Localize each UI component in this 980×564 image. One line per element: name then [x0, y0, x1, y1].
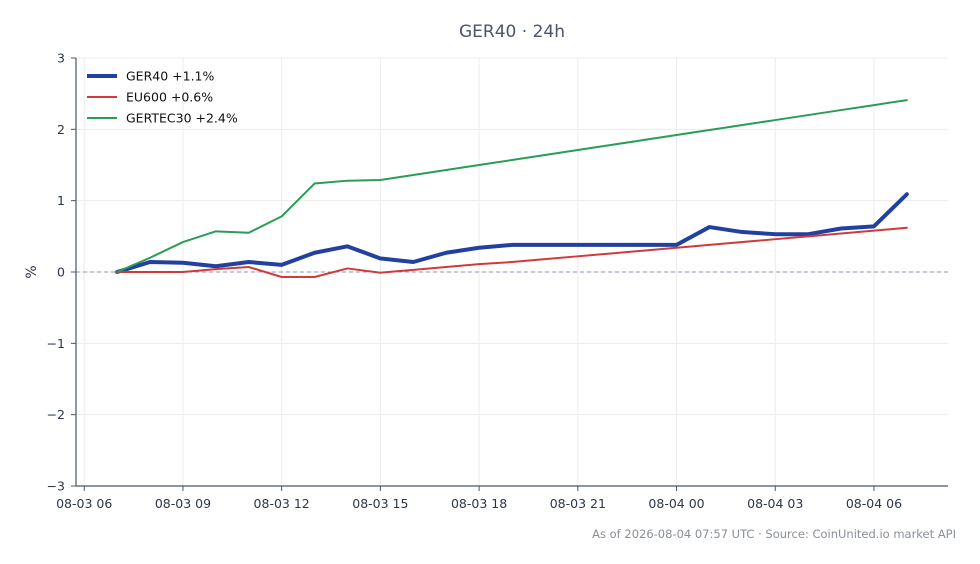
- legend-label: GERTEC30 +2.4%: [126, 111, 238, 126]
- y-tick-label: 2: [57, 122, 65, 137]
- series-line-eu600: [116, 226, 908, 278]
- y-tick-label: 0: [57, 265, 65, 280]
- x-tick-label: 08-04 06: [846, 496, 902, 511]
- series-line-gertec30: [116, 99, 908, 273]
- y-tick-label: −3: [47, 479, 65, 494]
- legend-label: EU600 +0.6%: [126, 90, 213, 105]
- x-tick-label: 08-04 00: [648, 496, 704, 511]
- y-tick-label: 1: [57, 193, 65, 208]
- x-tick-label: 08-03 18: [451, 496, 507, 511]
- y-axis-label: %: [24, 265, 40, 278]
- x-tick-label: 08-03 09: [155, 496, 211, 511]
- x-tick-label: 08-04 03: [747, 496, 803, 511]
- y-ticks: 3 2 1 0 −1 −2 −3: [47, 51, 76, 494]
- series-line-ger40: [115, 192, 909, 274]
- x-tick-label: 08-03 15: [352, 496, 408, 511]
- x-tick-label: 08-03 21: [550, 496, 606, 511]
- source-footer: As of 2026-08-04 07:57 UTC · Source: Coi…: [592, 527, 956, 541]
- grid: [76, 57, 948, 486]
- y-tick-label: 3: [57, 51, 65, 66]
- legend: GER40 +1.1% EU600 +0.6% GERTEC30 +2.4%: [87, 69, 238, 126]
- y-tick-label: −2: [47, 407, 65, 422]
- x-ticks: 08-03 06 08-03 09 08-03 12 08-03 15 08-03 18…: [56, 486, 902, 511]
- series-lines: [115, 99, 909, 278]
- y-tick-label: −1: [47, 336, 65, 351]
- legend-label: GER40 +1.1%: [126, 69, 215, 84]
- x-tick-label: 08-03 12: [254, 496, 310, 511]
- x-tick-label: 08-03 06: [56, 496, 112, 511]
- chart-title: GER40 · 24h: [459, 22, 565, 42]
